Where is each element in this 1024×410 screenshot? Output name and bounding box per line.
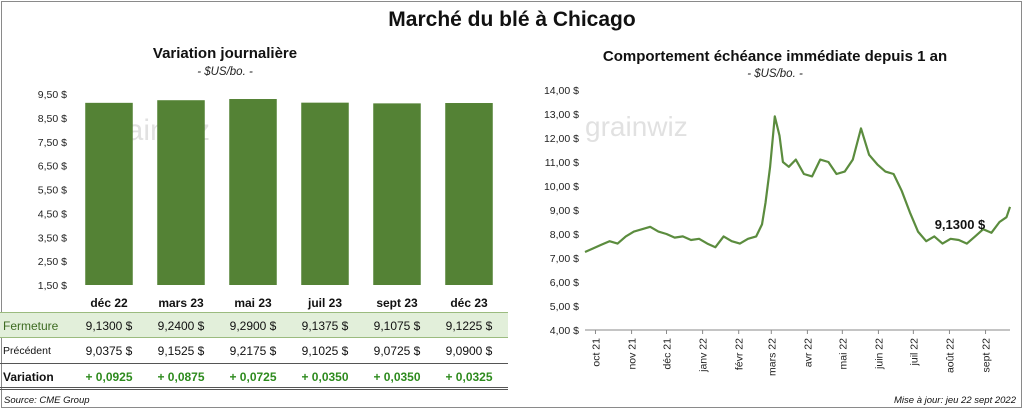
- table-cell: 9,0725 $: [373, 344, 421, 358]
- row-label: Fermeture: [3, 319, 59, 333]
- x-tick-label: oct 21: [590, 338, 602, 367]
- bar-chart: grainwiz 1,50 $2,50 $3,50 $4,50 $5,50 $6…: [38, 89, 493, 310]
- y-tick-label: 8,50 $: [38, 113, 67, 125]
- bar: [85, 102, 133, 286]
- y-tick-label: 7,50 $: [38, 137, 67, 149]
- y-tick-label: 4,00 $: [550, 325, 579, 337]
- x-tick-label: mai 22: [837, 338, 849, 370]
- table-cell: + 0,0725: [229, 370, 277, 384]
- table-cell: 9,1525 $: [157, 344, 205, 358]
- table-cell: + 0,0325: [445, 370, 493, 384]
- y-tick-label: 6,50 $: [38, 161, 67, 173]
- line-chart: grainwiz 4,00 $ 5,00 $ 6,00 $ 7,00 $ 8,00 $ 9…: [544, 85, 1012, 376]
- table-cell: 9,2900 $: [229, 319, 277, 333]
- x-tick-label: juin 22: [873, 338, 885, 370]
- table-cell: + 0,0925: [85, 370, 133, 384]
- y-tick-label: 1,50 $: [38, 280, 67, 292]
- table-cell: + 0,0350: [301, 370, 349, 384]
- category-label: mars 23: [158, 296, 204, 310]
- category-label: sept 23: [376, 296, 418, 310]
- table-row: Variation + 0,0925 + 0,0875 + 0,0725 + 0,035…: [0, 364, 508, 390]
- y-tick-label: 9,00 $: [550, 205, 579, 217]
- y-tick-label: 2,50 $: [38, 256, 67, 268]
- right-chart-title: Comportement échéance immédiate depuis 1…: [602, 48, 948, 65]
- x-tick-label: août 22: [944, 338, 956, 373]
- y-tick-label: 10,00 $: [544, 181, 579, 193]
- bar: [445, 103, 493, 285]
- x-tick-label: janv 22: [698, 338, 710, 373]
- table-cell: 9,1025 $: [301, 344, 349, 358]
- bar: [229, 99, 277, 285]
- price-series-line: [584, 115, 1012, 254]
- y-tick-label: 14,00 $: [544, 85, 579, 97]
- main-title: Marché du blé à Chicago: [388, 8, 636, 31]
- y-tick-label: 5,00 $: [550, 301, 579, 313]
- price-table: Fermeture 9,1300 $ 9,2400 $ 9,2900 $ 9,1375 …: [0, 312, 508, 394]
- table-cell: 9,0900 $: [445, 344, 493, 358]
- y-tick-label: 11,00 $: [545, 157, 579, 169]
- x-tick-label: mars 22: [766, 338, 778, 376]
- y-tick-label: 6,00 $: [550, 277, 579, 289]
- y-tick-label: 9,50 $: [38, 89, 67, 101]
- category-label: déc 22: [90, 296, 128, 310]
- right-chart-unit: - $US/bo. -: [747, 68, 803, 80]
- table-cell: + 0,0875: [157, 370, 205, 384]
- table-cell: 9,1075 $: [373, 319, 421, 333]
- table-cell: 9,1225 $: [445, 319, 493, 333]
- last-value-label: 9,1300 $: [935, 217, 986, 232]
- left-chart-title: Variation journalière: [152, 45, 298, 62]
- x-tick-label: juil 22: [908, 338, 920, 367]
- left-chart-unit: - $US/bo. -: [197, 66, 253, 78]
- y-tick-label: 8,00 $: [550, 229, 579, 241]
- bar: [373, 103, 421, 285]
- y-tick-label: 5,50 $: [38, 185, 67, 197]
- bar: [157, 100, 205, 285]
- y-tick-label: 4,50 $: [38, 208, 67, 220]
- category-label: juil 23: [307, 296, 342, 310]
- table-row: Précédent 9,0375 $ 9,1525 $ 9,2175 $ 9,1025 …: [0, 338, 508, 364]
- category-label: déc 23: [450, 296, 488, 310]
- watermark: grainwiz: [585, 111, 688, 142]
- x-tick-label: nov 21: [627, 338, 639, 370]
- source-note: Source: CME Group: [4, 395, 90, 406]
- table-cell: 9,1300 $: [85, 319, 133, 333]
- y-tick-label: 7,00 $: [550, 253, 579, 265]
- x-tick-label: avr 22: [802, 338, 814, 367]
- y-tick-label: 13,00 $: [544, 109, 579, 121]
- category-label: mai 23: [234, 296, 272, 310]
- table-cell: 9,0375 $: [85, 344, 133, 358]
- y-tick-label: 3,50 $: [38, 232, 67, 244]
- table-cell: + 0,0350: [373, 370, 421, 384]
- update-note: Mise à jour: jeu 22 sept 2022: [894, 395, 1016, 406]
- table-cell: 9,1375 $: [301, 319, 349, 333]
- x-tick-label: sept 22: [981, 338, 993, 373]
- table-cell: 9,2400 $: [157, 319, 205, 333]
- y-tick-label: 12,00 $: [544, 133, 579, 145]
- table-cell: 9,2175 $: [229, 344, 277, 358]
- row-label: Précédent: [3, 345, 51, 357]
- bar: [301, 102, 349, 285]
- table-row: Fermeture 9,1300 $ 9,2400 $ 9,2900 $ 9,1375 …: [0, 312, 508, 338]
- x-tick-label: déc 21: [662, 338, 674, 370]
- row-label: Variation: [3, 370, 54, 384]
- x-tick-label: févr 22: [734, 338, 746, 370]
